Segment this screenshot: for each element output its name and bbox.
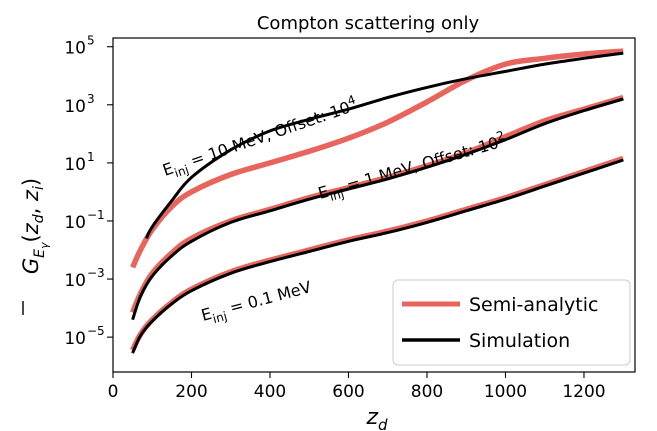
- y-tick-label: 10: [64, 39, 86, 59]
- y-tick-label-exponent: 3: [87, 92, 95, 106]
- y-label-zd: z: [19, 222, 43, 235]
- x-tick-label: 0: [108, 382, 119, 402]
- legend: Semi-analytic Simulation: [392, 279, 631, 366]
- legend-label-semi-analytic: Semi-analytic: [469, 294, 598, 316]
- y-label-zd-sub: d: [31, 214, 47, 223]
- y-label-zi-sub: i: [31, 186, 47, 190]
- legend-label-simulation: Simulation: [469, 330, 570, 352]
- y-label-sub-gamma: γ: [38, 242, 51, 249]
- x-tick-label: 1000: [484, 382, 527, 402]
- x-tick-label: 400: [254, 382, 286, 402]
- x-tick-label: 600: [332, 382, 364, 402]
- y-tick-label-exponent: 1: [87, 150, 95, 164]
- legend-box: [392, 279, 631, 366]
- annotation-1: Einj = 10 MeV, Offset: 104: [159, 92, 361, 183]
- y-tick-label-exponent: −3: [87, 266, 105, 280]
- x-tick-label: 200: [175, 382, 207, 402]
- x-tick-label: 800: [411, 382, 443, 402]
- semi-analytic-line-10-mev: [130, 48, 624, 269]
- y-tick-label: 10: [64, 329, 86, 349]
- chart-title: Compton scattering only: [257, 13, 480, 34]
- plot-frame: [112, 37, 636, 373]
- x-tick-label: 1200: [562, 382, 605, 402]
- y-tick-label: 10: [64, 213, 86, 233]
- y-label-g: G: [19, 258, 43, 274]
- simulation-line-0-1-mev: [131, 158, 624, 354]
- svg-text:Einj = 0.1 MeV: Einj = 0.1 MeV: [199, 277, 314, 329]
- y-tick-label-exponent: −5: [87, 324, 105, 338]
- y-label-args: (: [19, 234, 43, 242]
- y-tick-label: 10: [64, 155, 86, 175]
- y-label-zi: z: [19, 189, 43, 202]
- y-tick-label: 10: [64, 271, 86, 291]
- svg-text:GEγ(zd, zi): GEγ(zd, zi): [19, 178, 51, 274]
- simulation-line-10-mev: [145, 51, 624, 240]
- y-axis-label: GEγ(zd, zi): [19, 178, 51, 315]
- y-tick-label-exponent: 5: [87, 34, 95, 48]
- svg-text:Einj = 10 MeV, Offset: 104: Einj = 10 MeV, Offset: 104: [159, 92, 361, 183]
- annotation-3: Einj = 0.1 MeV: [199, 277, 314, 329]
- y-tick-label-exponent: −1: [87, 208, 105, 222]
- y-tick-label: 10: [64, 97, 86, 117]
- x-axis-label: zd: [365, 405, 388, 431]
- simulation-line-1-mev: [131, 97, 624, 321]
- y-label-sub-e: E: [32, 249, 48, 258]
